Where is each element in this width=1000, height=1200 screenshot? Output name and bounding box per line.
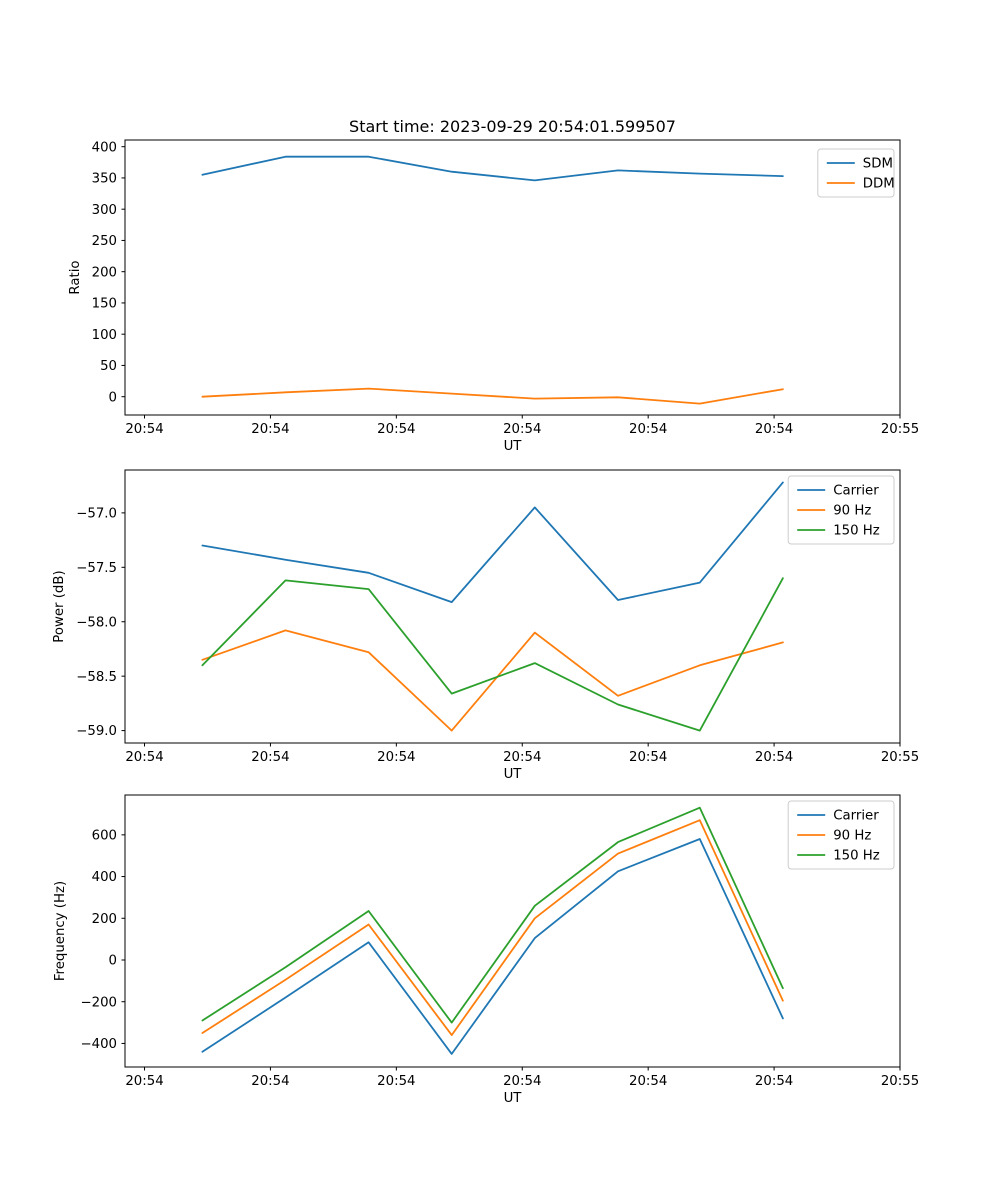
x-tick-label: 20:54	[755, 422, 793, 437]
y-tick-label: −400	[80, 1037, 117, 1052]
subplot-1: 0 50 100 150 200 250 300 350 400 20:54 20:54 20:54 2…	[68, 139, 919, 454]
x-tick-label: 20:54	[503, 750, 541, 765]
y-tick-label: −57.5	[76, 561, 117, 576]
x-tick-label: 20:54	[125, 750, 163, 765]
legend-frame	[817, 148, 895, 198]
line-carrier	[201, 481, 784, 603]
x-tick-label: 20:54	[755, 1074, 793, 1089]
y-tick-label: −58.5	[76, 670, 117, 685]
x-tick-label: 20:54	[503, 422, 541, 437]
line-150-hz	[201, 806, 784, 1024]
axes-spines	[124, 139, 901, 416]
legend-label-150-hz: 150 Hz	[833, 849, 880, 864]
line-90-hz	[201, 819, 784, 1036]
subplot-2: −59.0 −58.5 −58.0 −57.5 −57.0 20:54 20:54 20:54…	[52, 469, 919, 782]
x-axis-label: UT	[504, 767, 523, 782]
x-axis-label: UT	[504, 439, 523, 454]
x-tick-label: 20:55	[881, 422, 919, 437]
y-axis-label: Frequency (Hz)	[53, 881, 68, 981]
y-tick-label: −57.0	[76, 506, 117, 521]
x-tick-label: 20:54	[251, 750, 289, 765]
x-tick-label: 20:54	[125, 422, 163, 437]
legend: SDM DDM	[817, 148, 895, 198]
legend-frame	[787, 800, 895, 870]
y-tick-label: 0	[109, 954, 117, 969]
legend: Carrier 90 Hz 150 Hz	[787, 800, 895, 870]
figure-title: Start time: 2023-09-29 20:54:01.599507	[349, 117, 676, 136]
y-axis-label: Ratio	[68, 260, 83, 294]
x-tick-label: 20:54	[377, 750, 415, 765]
y-tick-label: 400	[92, 140, 117, 155]
axes-spines	[124, 469, 901, 744]
legend-frame	[787, 475, 895, 545]
legend-label-carrier: Carrier	[833, 484, 879, 499]
x-tick-label: 20:54	[629, 422, 667, 437]
line-90-hz	[201, 629, 784, 732]
y-tick-label: 600	[92, 828, 117, 843]
axes-spines	[124, 794, 901, 1068]
x-tick-label: 20:54	[125, 1074, 163, 1089]
y-tick-label: 300	[92, 203, 117, 218]
x-tick-label: 20:54	[251, 1074, 289, 1089]
x-tick-label: 20:54	[755, 750, 793, 765]
y-tick-label: −200	[80, 995, 117, 1010]
y-tick-label: −59.0	[76, 724, 117, 739]
y-axis-label: Power (dB)	[52, 570, 67, 642]
x-tick-label: 20:54	[377, 1074, 415, 1089]
legend-label-carrier: Carrier	[833, 809, 879, 824]
legend: Carrier 90 Hz 150 Hz	[787, 475, 895, 545]
line-ddm	[201, 387, 784, 405]
subplot-3: −400 −200 0 200 400 600 20:54 20:54 20:54 20:54 20…	[53, 794, 919, 1106]
y-tick-label: 400	[92, 870, 117, 885]
x-tick-label: 20:54	[629, 1074, 667, 1089]
x-axis-label: UT	[504, 1091, 523, 1106]
legend-label-90-hz: 90 Hz	[833, 504, 871, 519]
y-tick-label: 100	[92, 328, 117, 343]
y-tick-label: 350	[92, 172, 117, 187]
x-tick-label: 20:55	[881, 1074, 919, 1089]
y-tick-label: 200	[92, 265, 117, 280]
legend-label-90-hz: 90 Hz	[833, 829, 871, 844]
legend-label-ddm: DDM	[863, 177, 895, 192]
y-tick-label: 150	[92, 297, 117, 312]
x-tick-label: 20:54	[629, 750, 667, 765]
y-tick-label: −58.0	[76, 615, 117, 630]
y-tick-label: 200	[92, 912, 117, 927]
y-tick-label: 0	[109, 390, 117, 405]
line-sdm	[201, 155, 784, 182]
x-tick-label: 20:55	[881, 750, 919, 765]
legend-label-sdm: SDM	[863, 157, 893, 172]
x-tick-label: 20:54	[377, 422, 415, 437]
line-150-hz	[201, 577, 784, 732]
y-tick-label: 50	[100, 359, 117, 374]
legend-label-150-hz: 150 Hz	[833, 524, 880, 539]
line-carrier	[201, 838, 784, 1055]
y-tick-label: 250	[92, 234, 117, 249]
x-tick-label: 20:54	[503, 1074, 541, 1089]
x-tick-label: 20:54	[251, 422, 289, 437]
